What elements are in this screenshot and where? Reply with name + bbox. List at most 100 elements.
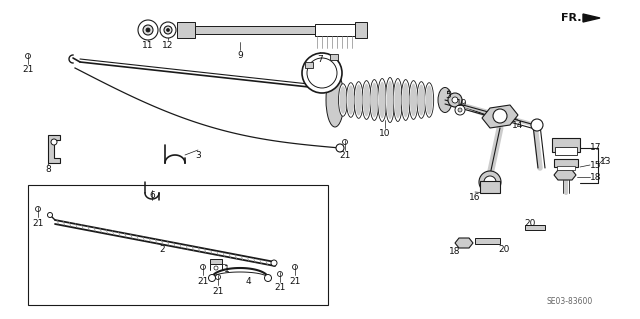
Text: 8: 8 — [45, 166, 51, 174]
Text: 17: 17 — [590, 144, 602, 152]
Bar — [554, 159, 578, 167]
Text: 21: 21 — [289, 277, 301, 286]
Circle shape — [452, 97, 458, 103]
Circle shape — [51, 139, 57, 145]
Circle shape — [484, 176, 496, 188]
Text: 21: 21 — [339, 152, 351, 160]
Circle shape — [493, 109, 507, 123]
Bar — [195, 26, 315, 34]
Circle shape — [209, 275, 216, 281]
Circle shape — [458, 108, 462, 112]
Circle shape — [214, 266, 218, 270]
Text: 21: 21 — [212, 286, 224, 295]
Bar — [305, 62, 313, 68]
Text: 21: 21 — [32, 219, 44, 227]
Bar — [552, 138, 580, 152]
Bar — [355, 22, 367, 38]
Circle shape — [160, 22, 176, 38]
Ellipse shape — [362, 81, 371, 119]
Text: 6: 6 — [149, 190, 155, 199]
Ellipse shape — [387, 81, 394, 119]
Circle shape — [271, 260, 277, 266]
Circle shape — [164, 26, 172, 34]
Circle shape — [264, 275, 271, 281]
Bar — [28, 185, 328, 305]
Circle shape — [302, 53, 342, 93]
Text: 21: 21 — [275, 284, 285, 293]
Circle shape — [47, 212, 52, 218]
Circle shape — [143, 25, 153, 35]
Ellipse shape — [438, 87, 452, 113]
Ellipse shape — [379, 82, 386, 118]
Bar — [555, 147, 577, 155]
Text: 4: 4 — [245, 278, 251, 286]
Text: 14: 14 — [512, 121, 524, 130]
Text: 9: 9 — [237, 50, 243, 60]
Circle shape — [531, 119, 543, 131]
Ellipse shape — [410, 84, 417, 116]
Ellipse shape — [363, 84, 370, 116]
Polygon shape — [482, 105, 518, 128]
Circle shape — [166, 28, 170, 32]
Ellipse shape — [378, 78, 387, 122]
Ellipse shape — [385, 78, 394, 122]
Text: 19: 19 — [456, 100, 468, 108]
Circle shape — [138, 20, 158, 40]
Text: 10: 10 — [380, 129, 391, 137]
Text: 5: 5 — [445, 91, 451, 100]
Ellipse shape — [326, 73, 344, 127]
Polygon shape — [583, 14, 600, 22]
Ellipse shape — [354, 82, 363, 118]
Text: 12: 12 — [163, 41, 173, 49]
Circle shape — [307, 58, 337, 88]
Bar — [480, 181, 500, 193]
Text: 11: 11 — [142, 41, 154, 49]
Text: 2: 2 — [159, 246, 165, 255]
Text: 21: 21 — [197, 277, 209, 286]
Ellipse shape — [371, 83, 378, 117]
Ellipse shape — [409, 81, 418, 119]
Text: FR.: FR. — [561, 13, 582, 23]
Text: 15: 15 — [590, 160, 602, 169]
Text: SE03-83600: SE03-83600 — [547, 298, 593, 307]
Bar — [315, 24, 355, 36]
Polygon shape — [455, 238, 473, 248]
Ellipse shape — [425, 83, 434, 117]
Text: 1: 1 — [224, 265, 230, 275]
Text: 20: 20 — [524, 219, 536, 228]
Bar — [525, 225, 545, 230]
Bar — [330, 54, 338, 60]
Ellipse shape — [402, 83, 409, 117]
Polygon shape — [48, 135, 60, 163]
Ellipse shape — [394, 78, 403, 122]
Ellipse shape — [346, 83, 355, 117]
Text: 3: 3 — [195, 151, 201, 160]
Text: 18: 18 — [449, 248, 461, 256]
Polygon shape — [554, 170, 576, 180]
Text: 20: 20 — [499, 246, 509, 255]
Circle shape — [448, 93, 462, 107]
Bar — [210, 259, 222, 264]
Ellipse shape — [394, 82, 401, 118]
Bar — [475, 238, 500, 244]
Text: 18: 18 — [590, 173, 602, 182]
Ellipse shape — [426, 85, 433, 115]
Ellipse shape — [370, 79, 379, 120]
Ellipse shape — [417, 82, 426, 118]
Text: 21: 21 — [22, 65, 34, 75]
Ellipse shape — [348, 85, 355, 115]
Text: 13: 13 — [600, 158, 612, 167]
Ellipse shape — [355, 85, 362, 115]
Bar — [177, 22, 195, 38]
Ellipse shape — [339, 84, 348, 116]
Ellipse shape — [339, 86, 346, 114]
Circle shape — [479, 171, 501, 193]
Bar — [557, 166, 575, 170]
Text: 16: 16 — [469, 192, 481, 202]
Circle shape — [455, 105, 465, 115]
Text: 7: 7 — [317, 56, 323, 64]
Ellipse shape — [418, 85, 425, 115]
Circle shape — [336, 144, 344, 152]
Circle shape — [146, 28, 150, 32]
Ellipse shape — [401, 79, 410, 120]
